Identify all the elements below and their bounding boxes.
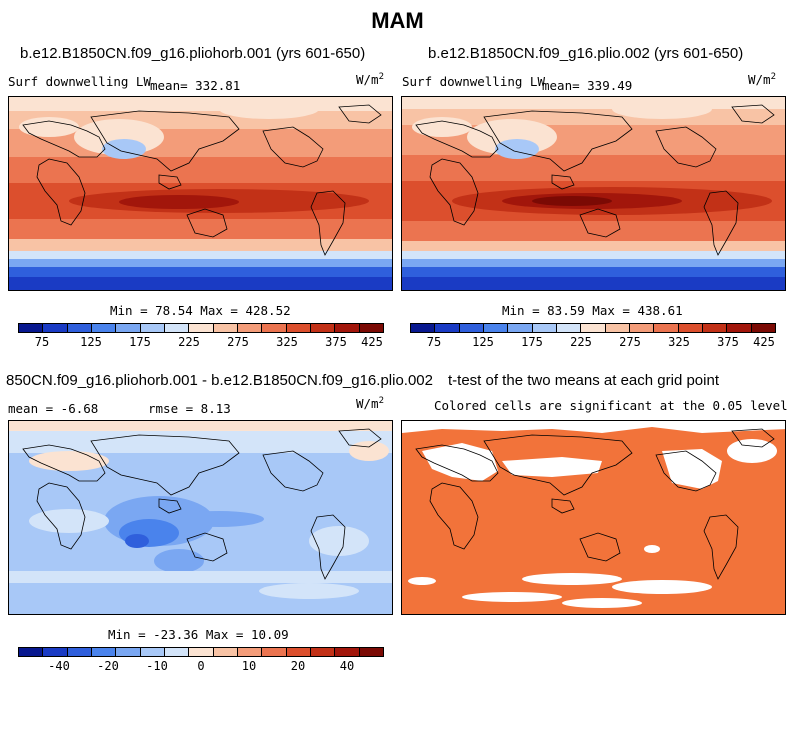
cbar-tick-label: 425 [361,335,383,349]
cbar-tick-label: 225 [178,335,200,349]
panel4-title: t-test of the two means at each grid poi… [448,372,719,389]
cbar-swatch [727,324,752,332]
cbar-tick-label: 20 [290,659,306,673]
cbar-swatch [116,648,141,656]
panel3-rmse: rmse = 8.13 [148,401,231,416]
cbar-tick-label: -20 [97,659,119,673]
cbar-swatch [335,648,360,656]
cbar-swatch [213,648,238,656]
cbar-tick-label: 40 [339,659,355,673]
cbar-swatch [262,324,287,332]
cbar-swatch [310,324,336,332]
panel2-colorbar: 75 125 175 225 275 325 375 425 [410,323,776,349]
panel2-colorbar-swatches [410,323,776,333]
panel1-map [8,96,393,291]
cbar-swatch [556,324,582,332]
cbar-swatch [605,324,630,332]
panel2-map [401,96,786,291]
cbar-swatch [43,648,68,656]
panel3-colorbar: -40 -20 -10 0 10 20 40 [18,647,384,673]
cbar-swatch [237,324,263,332]
cbar-swatch [67,324,92,332]
cbar-tick-label: 75 [426,335,442,349]
cbar-swatch [508,324,533,332]
panel3-mean: mean = -6.68 [8,401,99,416]
cbar-swatch [459,324,484,332]
panel3-map [8,420,393,615]
cbar-swatch [581,324,606,332]
cbar-swatch [43,324,68,332]
cbar-swatch [629,324,655,332]
panel1-variable: Surf downwelling LW [8,74,151,89]
cbar-tick-label: 175 [129,335,151,349]
panel2-variable: Surf downwelling LW [402,74,545,89]
panel4-subtitle: Colored cells are significant at the 0.0… [434,398,788,413]
cbar-tick-label: -10 [146,659,168,673]
panel1-units: W/m2 [356,72,384,88]
cbar-tick-label: 275 [619,335,641,349]
panel2-mean: mean= 339.49 [542,78,633,93]
cbar-swatch [751,324,775,332]
cbar-swatch [140,324,165,332]
cbar-swatch [335,324,360,332]
cbar-swatch [189,324,214,332]
panel1-colorbar: 75 125 175 225 275 325 375 425 [18,323,384,349]
cbar-swatch [91,648,117,656]
panel3-title: 850CN.f09_g16.pliohorb.001 - b.e12.B1850… [6,372,433,389]
cbar-tick-label: 325 [276,335,298,349]
cbar-swatch [189,648,214,656]
cbar-swatch [213,324,238,332]
cbar-tick-label: 125 [80,335,102,349]
panel1-stats: Min = 78.54 Max = 428.52 [110,303,291,318]
cbar-tick-label: 175 [521,335,543,349]
cbar-swatch [164,324,190,332]
cbar-swatch [262,648,287,656]
cbar-swatch [19,648,44,656]
cbar-swatch [359,324,383,332]
panel2-stats: Min = 83.59 Max = 438.61 [502,303,683,318]
cbar-swatch [310,648,336,656]
cbar-tick-label: -40 [48,659,70,673]
cbar-tick-label: 375 [325,335,347,349]
cbar-swatch [140,648,165,656]
panel2-units: W/m2 [748,72,776,88]
figure-title: MAM [371,8,424,33]
cbar-swatch [483,324,509,332]
cbar-swatch [286,324,311,332]
cbar-tick-label: 225 [570,335,592,349]
panel1-mean: mean= 332.81 [150,78,241,93]
cbar-swatch [654,324,679,332]
cbar-tick-label: 375 [717,335,739,349]
cbar-swatch [411,324,436,332]
cbar-tick-label: 325 [668,335,690,349]
panel4-map [401,420,786,615]
panel1-title: b.e12.B1850CN.f09_g16.pliohorb.001 (yrs … [20,45,366,62]
cbar-swatch [116,324,141,332]
cbar-swatch [164,648,190,656]
panel1-colorbar-swatches [18,323,384,333]
panel3-units: W/m2 [356,396,384,412]
cbar-swatch [237,648,263,656]
cbar-swatch [678,324,703,332]
cbar-swatch [286,648,311,656]
cbar-tick-label: 0 [197,659,205,673]
panel2-title: b.e12.B1850CN.f09_g16.plio.002 (yrs 601-… [428,45,744,62]
cbar-tick-label: 10 [241,659,257,673]
cbar-swatch [702,324,728,332]
cbar-tick-label: 75 [34,335,50,349]
cbar-swatch [91,324,117,332]
cbar-swatch [67,648,92,656]
cbar-swatch [359,648,383,656]
cbar-tick-label: 125 [472,335,494,349]
cbar-swatch [435,324,460,332]
cbar-tick-label: 425 [753,335,775,349]
cbar-swatch [532,324,557,332]
cbar-swatch [19,324,44,332]
panel3-colorbar-swatches [18,647,384,657]
panel3-stats: Min = -23.36 Max = 10.09 [108,627,289,642]
cbar-tick-label: 275 [227,335,249,349]
